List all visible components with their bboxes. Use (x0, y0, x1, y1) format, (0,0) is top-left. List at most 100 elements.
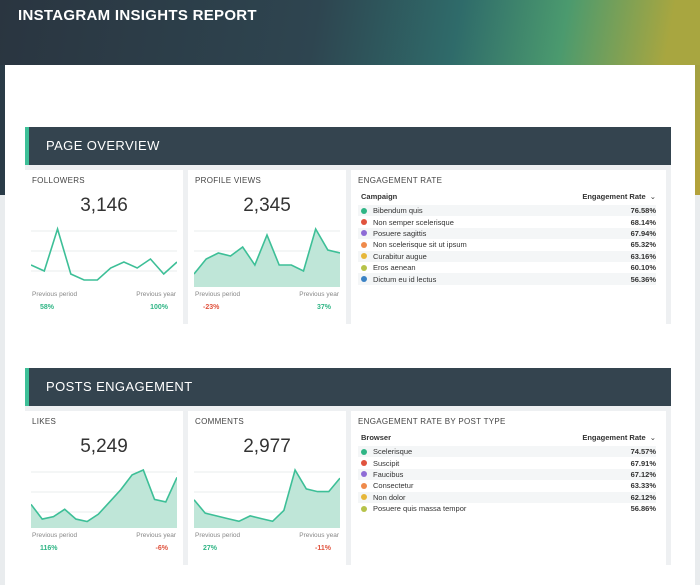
comments-widget[interactable]: COMMENTS 2,977 Previous period Previous … (188, 411, 346, 565)
row-label: Dictum eu id lectus (361, 275, 436, 284)
previous-period-label: Previous period (32, 532, 78, 539)
previous-year-label: Previous year (299, 291, 339, 298)
legend-dot-icon (361, 207, 367, 214)
report-title: INSTAGRAM INSIGHTS REPORT (18, 7, 257, 24)
widget-label: ENGAGEMENT RATE (358, 176, 443, 185)
row-value: 67.12% (630, 469, 656, 479)
table-row[interactable]: Non semper scelerisque 68.14% (358, 216, 656, 227)
page-overview-section: PAGE OVERVIEW FOLLOWERS 3,146 Previous p… (25, 127, 671, 324)
comments-sparkline (194, 467, 340, 528)
legend-dot-icon (361, 253, 367, 260)
followers-sparkline (31, 226, 177, 281)
engagement-rate-column-header[interactable]: Engagement Rate ⌄ (582, 433, 656, 442)
previous-year-label: Previous year (136, 291, 176, 298)
posts-engagement-section: POSTS ENGAGEMENT LIKES 5,249 Previous pe… (25, 368, 671, 565)
row-value: 63.16% (630, 251, 656, 261)
table-row[interactable]: Bibendum quis 76.58% (358, 205, 656, 217)
profile-views-value: 2,345 (243, 195, 291, 216)
legend-dot-icon (361, 264, 367, 271)
section-header: POSTS ENGAGEMENT (25, 368, 671, 406)
legend-dot-icon (361, 241, 367, 248)
sparkline-area (31, 470, 177, 528)
legend-dot-icon (361, 494, 367, 501)
previous-period-change: -23% (203, 304, 220, 311)
row-value: 63.33% (630, 481, 656, 491)
widget-label: ENGAGEMENT RATE BY POST TYPE (358, 417, 506, 426)
section-header: PAGE OVERVIEW (25, 127, 671, 165)
row-label: Consectetur (361, 481, 413, 490)
table-row[interactable]: Faucibus 67.12% (358, 468, 656, 481)
row-value: 67.94% (630, 228, 656, 238)
previous-year-change: 100% (150, 304, 168, 311)
table-row[interactable]: Curabitur augue 63.16% (358, 250, 656, 262)
row-label: Suscipit (361, 459, 399, 468)
legend-dot-icon (361, 276, 367, 283)
table-row[interactable]: Posuere sagittis 67.94% (358, 227, 656, 240)
report-sheet: PAGE OVERVIEW FOLLOWERS 3,146 Previous p… (5, 65, 695, 585)
previous-period-change: 27% (203, 545, 218, 552)
likes-widget[interactable]: LIKES 5,249 Previous period Previous yea… (25, 411, 183, 565)
table-row[interactable]: Non dolor 62.12% (358, 491, 656, 503)
table-row[interactable]: Scelerisque 74.57% (358, 446, 656, 458)
previous-year-label: Previous year (299, 532, 339, 539)
widget-row: FOLLOWERS 3,146 Previous period Previous… (25, 165, 671, 324)
header-banner-top (0, 0, 700, 65)
profile-views-widget[interactable]: PROFILE VIEWS 2,345 Previous period Prev… (188, 170, 346, 324)
table-row[interactable]: Non scelerisque sit ut ipsum 65.32% (358, 239, 656, 250)
widget-label: PROFILE VIEWS (195, 176, 262, 185)
chevron-down-icon[interactable]: ⌄ (649, 192, 656, 201)
row-label: Bibendum quis (361, 206, 423, 215)
legend-dot-icon (361, 471, 367, 478)
row-value: 60.10% (630, 263, 656, 273)
row-value: 74.57% (630, 447, 656, 457)
likes-value: 5,249 (80, 436, 128, 457)
likes-sparkline (31, 468, 177, 528)
legend-dot-icon (361, 482, 367, 489)
row-label: Curabitur augue (361, 252, 427, 261)
widget-label: FOLLOWERS (32, 176, 85, 185)
row-value: 56.86% (630, 504, 656, 514)
comments-value: 2,977 (243, 436, 291, 457)
previous-period-change: 58% (40, 304, 55, 311)
row-value: 56.36% (630, 274, 656, 284)
row-label: Scelerisque (361, 447, 412, 456)
table-row[interactable]: Consectetur 63.33% (358, 480, 656, 491)
legend-dot-icon (361, 505, 367, 512)
campaign-column-header[interactable]: Campaign (361, 192, 398, 201)
legend-dot-icon (361, 448, 367, 455)
row-label: Posuere quis massa tempor (361, 504, 466, 513)
widget-label: COMMENTS (195, 417, 245, 426)
row-value: 68.14% (630, 217, 656, 227)
previous-year-change: 37% (316, 304, 331, 311)
table-row[interactable]: Suscipit 67.91% (358, 457, 656, 468)
table-row[interactable]: Dictum eu id lectus 56.36% (358, 273, 656, 285)
sparkline-area (194, 229, 340, 287)
row-label: Non semper scelerisque (361, 218, 454, 227)
row-value: 67.91% (630, 458, 656, 468)
previous-period-label: Previous period (195, 291, 241, 298)
row-label: Eros aenean (361, 263, 416, 272)
widget-row: LIKES 5,249 Previous period Previous yea… (25, 406, 671, 565)
table-header: Campaign Engagement Rate ⌄ (361, 192, 656, 201)
engagement-rate-column-header[interactable]: Engagement Rate ⌄ (582, 192, 656, 201)
legend-dot-icon (361, 460, 367, 467)
report-content: PAGE OVERVIEW FOLLOWERS 3,146 Previous p… (25, 127, 671, 565)
row-label: Non scelerisque sit ut ipsum (361, 240, 467, 249)
browser-column-header[interactable]: Browser (361, 433, 392, 442)
previous-year-change: -11% (315, 545, 331, 552)
row-value: 65.32% (630, 240, 656, 250)
previous-period-label: Previous period (32, 291, 78, 298)
sparkline-line (31, 468, 177, 523)
row-value: 62.12% (630, 492, 656, 502)
previous-year-change: -6% (155, 545, 168, 552)
row-label: Posuere sagittis (361, 229, 426, 238)
engagement-table-body: Scelerisque 74.57% Suscipit 67.91% Faucibus 6… (358, 446, 656, 514)
chevron-down-icon[interactable]: ⌄ (649, 433, 656, 442)
engagement-table-body: Bibendum quis 76.58% Non semper scelerisqu… (358, 205, 656, 285)
legend-dot-icon (361, 219, 367, 226)
table-row[interactable]: Posuere quis massa tempor 56.86% (358, 503, 656, 514)
engagement-by-post-type-widget: ENGAGEMENT RATE BY POST TYPE Browser Eng… (351, 411, 666, 565)
table-row[interactable]: Eros aenean 60.10% (358, 262, 656, 273)
followers-widget[interactable]: FOLLOWERS 3,146 Previous period Previous… (25, 170, 183, 324)
sparkline-line (194, 467, 340, 523)
